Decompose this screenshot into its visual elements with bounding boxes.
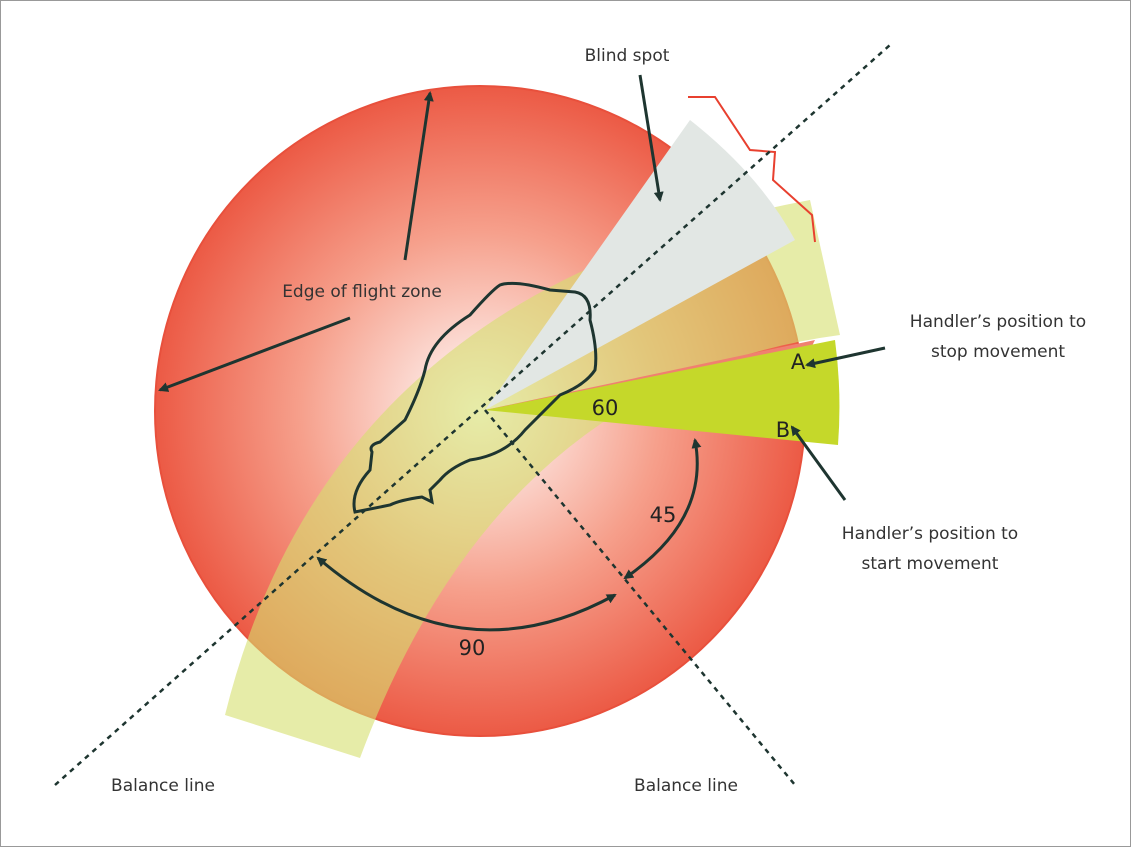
angle-arc bbox=[316, 556, 617, 632]
arrow bbox=[638, 74, 664, 202]
label: Balance line bbox=[111, 776, 215, 796]
label: Handler’s position to bbox=[910, 312, 1086, 332]
angle-label: 90 bbox=[459, 636, 486, 660]
arrow bbox=[805, 346, 886, 369]
arrow bbox=[158, 316, 351, 392]
label: Edge of flight zone bbox=[282, 282, 442, 302]
point-label: A bbox=[791, 350, 806, 374]
label: start movement bbox=[862, 554, 999, 574]
label: Blind spot bbox=[585, 46, 670, 66]
handler-band bbox=[225, 200, 840, 758]
arrow bbox=[790, 425, 847, 501]
animal bbox=[352, 281, 598, 514]
balance-line bbox=[484, 409, 796, 786]
arrow bbox=[403, 91, 434, 261]
angle-label: 45 bbox=[650, 503, 677, 527]
fence bbox=[688, 96, 816, 243]
label: stop movement bbox=[931, 342, 1065, 362]
point-label: B bbox=[776, 418, 790, 442]
angle-label: 60 bbox=[592, 396, 619, 420]
stop-start-wedge bbox=[485, 340, 840, 445]
label: Handler’s position to bbox=[842, 524, 1018, 544]
angle-arc bbox=[623, 438, 702, 580]
label: Balance line bbox=[634, 776, 738, 796]
